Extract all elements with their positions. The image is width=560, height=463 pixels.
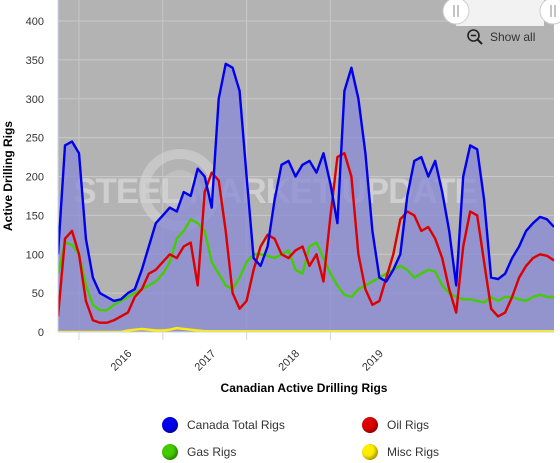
- x-tick-label: 2019: [360, 348, 386, 374]
- range-navigator[interactable]: [442, 0, 560, 26]
- show-all-label: Show all: [490, 30, 536, 44]
- navigator-handle-left[interactable]: [442, 0, 470, 25]
- legend-label: Oil Rigs: [387, 418, 430, 432]
- legend-item-oil[interactable]: Oil Rigs: [362, 414, 429, 436]
- y-tick-label: 400: [26, 16, 44, 28]
- legend-label: Gas Rigs: [187, 445, 237, 459]
- x-tick-label: 2016: [109, 348, 135, 374]
- legend-marker: [362, 444, 378, 460]
- y-tick-label: 0: [38, 327, 44, 339]
- y-tick-label: 200: [26, 172, 44, 184]
- legend-item-canada-total[interactable]: Canada Total Rigs: [162, 414, 285, 436]
- navigator-range: [456, 0, 544, 26]
- legend: Canada Total Rigs Oil Rigs Gas Rigs Misc…: [150, 412, 530, 462]
- show-all-button[interactable]: Show all: [466, 28, 535, 46]
- canada-total-area: [58, 63, 554, 332]
- series-line-canada-total-rigs: [58, 62, 554, 303]
- zoom-out-icon: [467, 29, 483, 45]
- series-line-oil-rigs: [58, 152, 554, 324]
- legend-label: Canada Total Rigs: [187, 418, 285, 432]
- chart-title: Canadian Active Drilling Rigs: [221, 381, 388, 395]
- x-tick-label: 2018: [276, 348, 302, 374]
- x-tick-label: 2017: [193, 348, 219, 374]
- y-tick-label: 100: [26, 249, 44, 261]
- legend-marker: [362, 417, 378, 433]
- series-layer: [58, 62, 554, 332]
- series-line-misc-rigs: [58, 326, 554, 332]
- legend-item-misc[interactable]: Misc Rigs: [362, 441, 439, 463]
- y-tick-label: 50: [32, 288, 44, 300]
- x-axis-ticks: 2016 2017 2018 2019: [78, 332, 386, 374]
- y-axis-title: Active Drilling Rigs: [1, 121, 15, 231]
- y-tick-label: 250: [26, 133, 44, 145]
- legend-marker: [162, 417, 178, 433]
- y-axis-ticks: 0 50 100 150 200 250 300 350 400: [26, 16, 44, 339]
- legend-label: Misc Rigs: [387, 445, 440, 459]
- y-tick-label: 350: [26, 55, 44, 67]
- y-tick-label: 150: [26, 210, 44, 222]
- legend-marker: [162, 444, 178, 460]
- legend-item-gas[interactable]: Gas Rigs: [162, 441, 236, 463]
- navigator-handle-right[interactable]: [539, 0, 560, 25]
- y-tick-label: 300: [26, 94, 44, 106]
